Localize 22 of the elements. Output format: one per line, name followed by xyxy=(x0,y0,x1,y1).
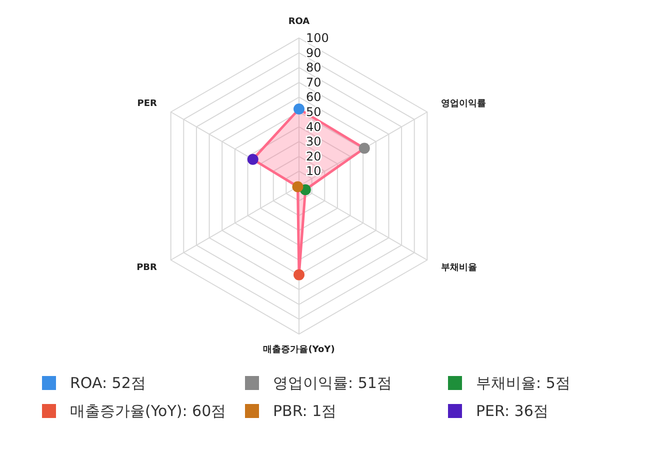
y-tick-label: 90 xyxy=(306,46,322,60)
spoke-label: ROA xyxy=(288,17,310,27)
spoke-label: 부채비율 xyxy=(441,263,478,273)
text: 영업이익률: 51점 xyxy=(273,374,392,392)
spoke-label: 매출증가율(YoY) xyxy=(263,344,335,355)
y-tick-label: 80 xyxy=(306,60,322,75)
y-tick-label: 50 xyxy=(306,105,322,119)
text: 부채비율: 5점 xyxy=(476,374,570,392)
text: PBR: 1점 xyxy=(273,402,337,420)
text: PER: 36점 xyxy=(476,402,548,420)
spoke-label: PBR xyxy=(136,263,158,273)
spoke-label: PER xyxy=(137,99,158,109)
spoke-label: 영업이익률 xyxy=(441,99,486,109)
y-tick-label: 30 xyxy=(306,134,322,149)
text: 매출증가율(YoY): 60점 xyxy=(70,402,226,420)
y-tick-label: 10 xyxy=(306,164,322,178)
y-tick-label: 20 xyxy=(306,149,322,164)
text: ROA: 52점 xyxy=(70,374,146,392)
y-tick-label: 100 xyxy=(306,31,329,45)
y-tick-label: 40 xyxy=(306,120,322,134)
y-tick-label: 60 xyxy=(306,90,322,104)
y-tick-label: 70 xyxy=(306,75,322,90)
